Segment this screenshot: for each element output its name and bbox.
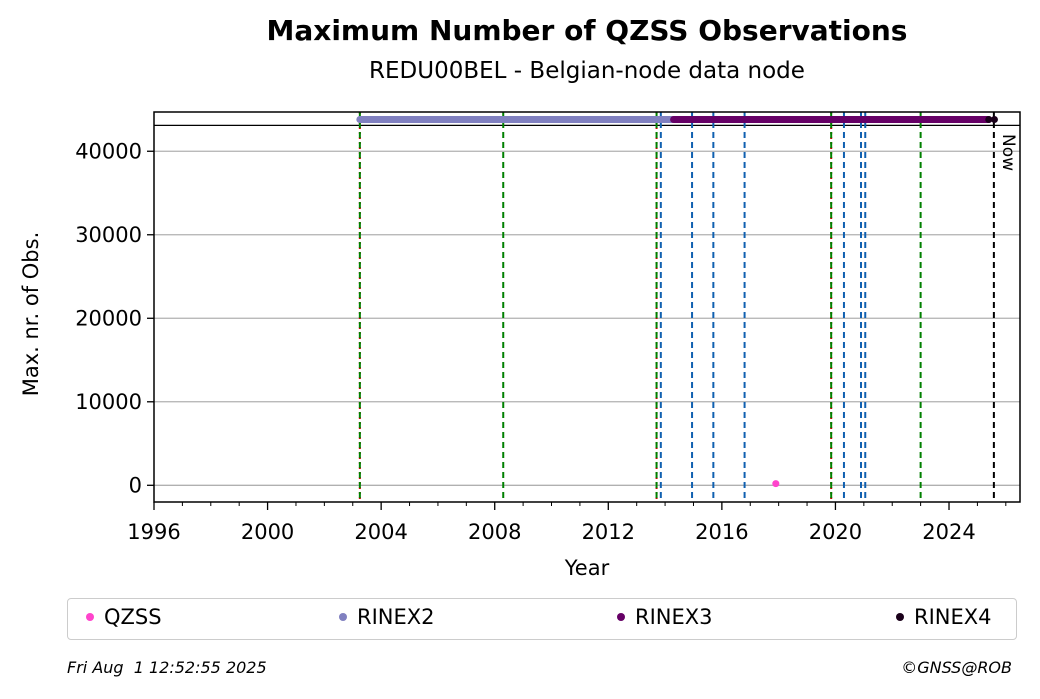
footer-credit: ©GNSS@ROB [901,658,1012,677]
x-tick-label: 2012 [582,520,635,544]
x-tick-label: 2000 [241,520,294,544]
data-point-rinex2 [356,116,364,124]
legend-item-rinex2: RINEX2 [339,605,435,629]
legend-item-qzss: QZSS [86,605,162,629]
data-point-rinex3 [670,116,678,124]
legend-item-rinex4: RINEX4 [896,605,992,629]
chart-title: Maximum Number of QZSS Observations [266,14,908,47]
y-tick-label: 0 [129,473,142,497]
x-tick-label: 2016 [695,520,748,544]
footer-timestamp: Fri Aug 1 12:52:55 2025 [67,658,267,677]
legend-label-rinex4: RINEX4 [914,605,992,629]
y-tick-label: 40000 [75,139,142,163]
y-axis-label: Max. nr. of Obs. [19,232,43,397]
data-point-rinex4 [985,116,993,124]
y-tick-label: 10000 [75,390,142,414]
legend-marker-rinex4 [896,613,904,621]
x-axis-label: Year [564,556,610,580]
x-tick-label: 2008 [468,520,521,544]
legend-marker-rinex3 [617,613,625,621]
data-point-rinex4 [990,116,998,124]
legend-marker-rinex2 [339,613,347,621]
x-tick-label: 2020 [809,520,862,544]
legend-marker-qzss [86,613,94,621]
legend-label-qzss: QZSS [104,605,162,629]
now-label: Now [998,134,1018,171]
y-tick-label: 30000 [75,223,142,247]
data-point-qzss [772,480,780,488]
legend: QZSS RINEX2 RINEX3 RINEX4 [67,598,1017,640]
plot-frame [153,111,1021,503]
y-tick-label: 20000 [75,306,142,330]
x-tick-label: 2004 [354,520,407,544]
x-tick-label: 1996 [127,520,180,544]
legend-label-rinex2: RINEX2 [357,605,435,629]
chart-subtitle: REDU00BEL - Belgian-node data node [369,58,805,84]
x-tick-label: 2024 [922,520,975,544]
legend-label-rinex3: RINEX3 [635,605,713,629]
legend-item-rinex3: RINEX3 [617,605,713,629]
